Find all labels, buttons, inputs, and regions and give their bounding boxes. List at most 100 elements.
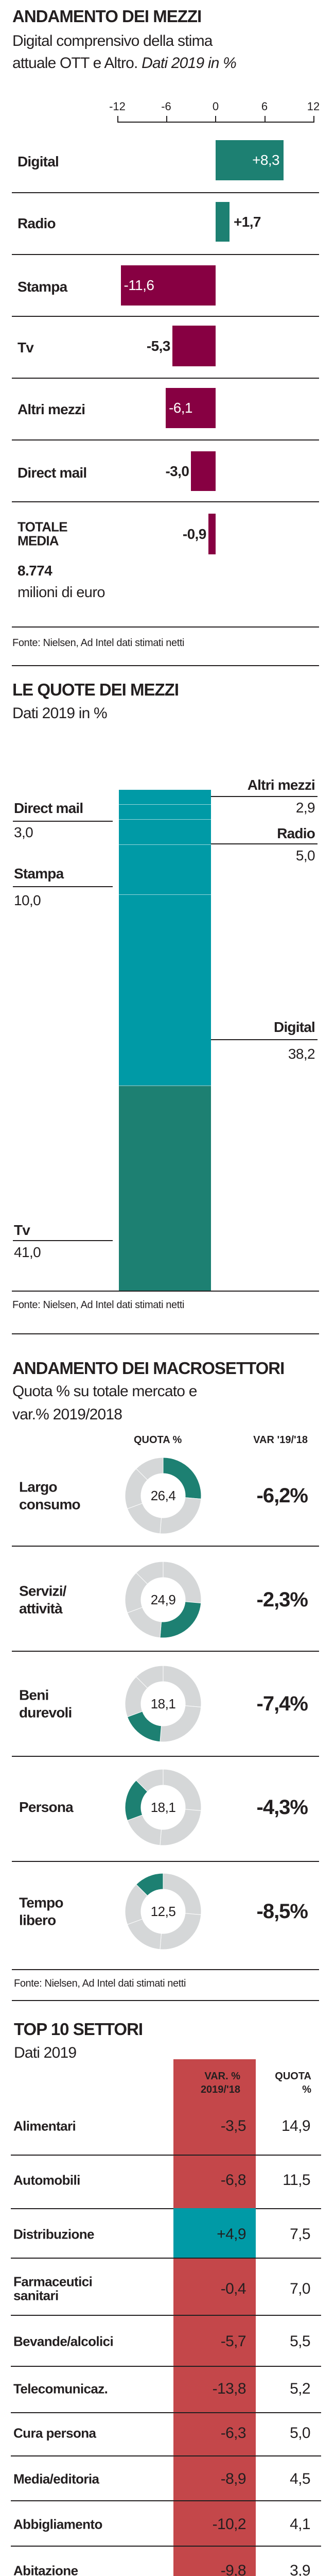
column-header-var: VAR '19/'18 bbox=[253, 1434, 308, 1446]
axis-tick bbox=[117, 116, 118, 123]
donut-highlight-segment bbox=[135, 1873, 164, 1896]
subtitle-italic: Dati 2019 in % bbox=[142, 55, 237, 72]
section3-title: ANDAMENTO DEI MACROSETTORI bbox=[12, 1359, 285, 1378]
macrosettore-label-line1: Beni bbox=[19, 1687, 49, 1703]
section4-title: TOP 10 SETTORI bbox=[14, 2020, 143, 2039]
sector-var: -9,8 bbox=[220, 2562, 246, 2576]
sector-var: -8,9 bbox=[220, 2470, 246, 2487]
sector-var: +4,9 bbox=[217, 2226, 246, 2243]
macrosettore-var: -4,3% bbox=[256, 1796, 308, 1819]
section1-subtitle-line1: Digital comprensivo della stima bbox=[12, 32, 213, 49]
segment-divider bbox=[119, 844, 211, 845]
bar-label: Digital bbox=[17, 154, 59, 170]
sector-label: Distribuzione bbox=[13, 2226, 94, 2242]
bar-value: -5,3 bbox=[146, 337, 170, 354]
segment-divider bbox=[119, 819, 211, 820]
sector-quota: 3,9 bbox=[290, 2562, 311, 2576]
macrosettore-label-line1: Persona bbox=[19, 1799, 74, 1816]
bar bbox=[216, 140, 284, 180]
sector-label-line1: Media/editoria bbox=[13, 2471, 99, 2487]
divider bbox=[11, 2546, 321, 2547]
axis-tick bbox=[215, 116, 216, 123]
donut-svg bbox=[125, 1457, 202, 1534]
total-amount: 8.774 bbox=[17, 563, 52, 579]
stack-value-left: 10,0 bbox=[14, 892, 41, 908]
sector-var: -10,2 bbox=[212, 2516, 246, 2533]
bar-value: -11,6 bbox=[124, 277, 154, 293]
macrosettore-var: -8,5% bbox=[256, 1900, 308, 1923]
macrosettore-label-line1: Largo bbox=[19, 1479, 58, 1495]
axis-tick-label: -6 bbox=[161, 100, 171, 113]
sector-label-line1: Distribuzione bbox=[13, 2226, 94, 2242]
donut-segment bbox=[135, 1665, 164, 1689]
divider bbox=[11, 2500, 321, 2501]
donut-center-value: 18,1 bbox=[150, 1696, 176, 1711]
macrosettore-label: Tempo libero bbox=[19, 1894, 64, 1928]
section3-subtitle-line2: var.% 2019/2018 bbox=[12, 1406, 122, 1423]
sector-var: -13,8 bbox=[212, 2380, 246, 2397]
sector-label-line1: Telecomunicaz. bbox=[13, 2381, 108, 2397]
donut-segment bbox=[135, 1561, 164, 1585]
bar bbox=[166, 388, 216, 428]
section1-subtitle-line2: attuale OTT e Altro. Dati 2019 in % bbox=[12, 55, 237, 72]
divider bbox=[11, 2366, 321, 2367]
donut-svg bbox=[125, 1665, 202, 1742]
axis-tick bbox=[265, 116, 266, 123]
macrosettore-label-line2: attività bbox=[19, 1600, 63, 1616]
macrosettore-var: -6,2% bbox=[256, 1484, 308, 1507]
sector-label-line1: Abbigliamento bbox=[13, 2516, 102, 2532]
divider bbox=[12, 1969, 319, 1970]
var-cell-positive bbox=[173, 2208, 256, 2258]
section3-subtitle-line1: Quota % su totale mercato e bbox=[12, 1383, 197, 1400]
donut-chart: 18,1 bbox=[125, 1665, 202, 1742]
donut-chart: 24,9 bbox=[125, 1561, 202, 1638]
macrosettore-label-line2: consumo bbox=[19, 1496, 81, 1512]
divider bbox=[11, 2258, 321, 2259]
sector-label-line1: Alimentari bbox=[13, 2118, 76, 2134]
stack-value-left: 41,0 bbox=[14, 1244, 41, 1260]
column-header-var: VAR. % 2019/'18 bbox=[201, 2070, 240, 2096]
sector-label: Automobili bbox=[13, 2173, 80, 2188]
bar-label: Radio bbox=[17, 215, 56, 231]
sector-var: -6,8 bbox=[220, 2172, 246, 2189]
sector-label: Abbigliamento bbox=[13, 2516, 102, 2532]
donut-svg bbox=[125, 1769, 202, 1846]
bar-label: Stampa bbox=[17, 279, 67, 295]
divider bbox=[12, 626, 319, 628]
divider bbox=[12, 1651, 319, 1652]
stack-value-right: 38,2 bbox=[288, 1046, 315, 1062]
stack-label-right: Altri mezzi bbox=[247, 777, 315, 793]
donut-center-value: 12,5 bbox=[150, 1903, 176, 1919]
sector-quota: 4,5 bbox=[290, 2470, 311, 2487]
bar bbox=[216, 202, 230, 242]
section4-subtitle: Dati 2019 bbox=[14, 2044, 77, 2061]
axis-tick bbox=[166, 116, 167, 123]
sector-quota: 7,5 bbox=[290, 2226, 311, 2243]
axis-tick-label: -12 bbox=[109, 100, 126, 113]
segment-divider bbox=[119, 894, 211, 895]
section2-title: LE QUOTE DEI MEZZI bbox=[12, 680, 179, 699]
sector-label: Alimentari bbox=[13, 2119, 76, 2133]
bar-value: -3,0 bbox=[165, 463, 189, 479]
axis-tick-label: 0 bbox=[212, 100, 219, 113]
divider bbox=[12, 2000, 319, 2001]
donut-chart: 26,4 bbox=[125, 1457, 202, 1534]
bar-value: -6,1 bbox=[169, 400, 192, 416]
donut-chart: 18,1 bbox=[125, 1769, 202, 1846]
stack-segment bbox=[119, 1086, 211, 1291]
macrosettore-label-line1: Servizi/ bbox=[19, 1583, 66, 1599]
leader-line bbox=[13, 1240, 113, 1241]
column-header-quota-line2: % bbox=[302, 2084, 311, 2095]
sector-quota: 5,0 bbox=[290, 2425, 311, 2442]
bar-label: TOTALE MEDIA bbox=[17, 519, 68, 548]
sector-quota: 11,5 bbox=[283, 2172, 310, 2189]
divider bbox=[12, 316, 319, 317]
macrosettore-label: Persona bbox=[19, 1799, 74, 1816]
divider bbox=[12, 378, 319, 379]
donut-svg bbox=[125, 1873, 202, 1950]
divider bbox=[12, 1546, 319, 1547]
sector-quota: 7,0 bbox=[290, 2280, 311, 2297]
sector-label-line1: Cura persona bbox=[13, 2425, 96, 2441]
sector-var: -3,5 bbox=[220, 2117, 246, 2134]
sector-var: -6,3 bbox=[220, 2425, 246, 2442]
